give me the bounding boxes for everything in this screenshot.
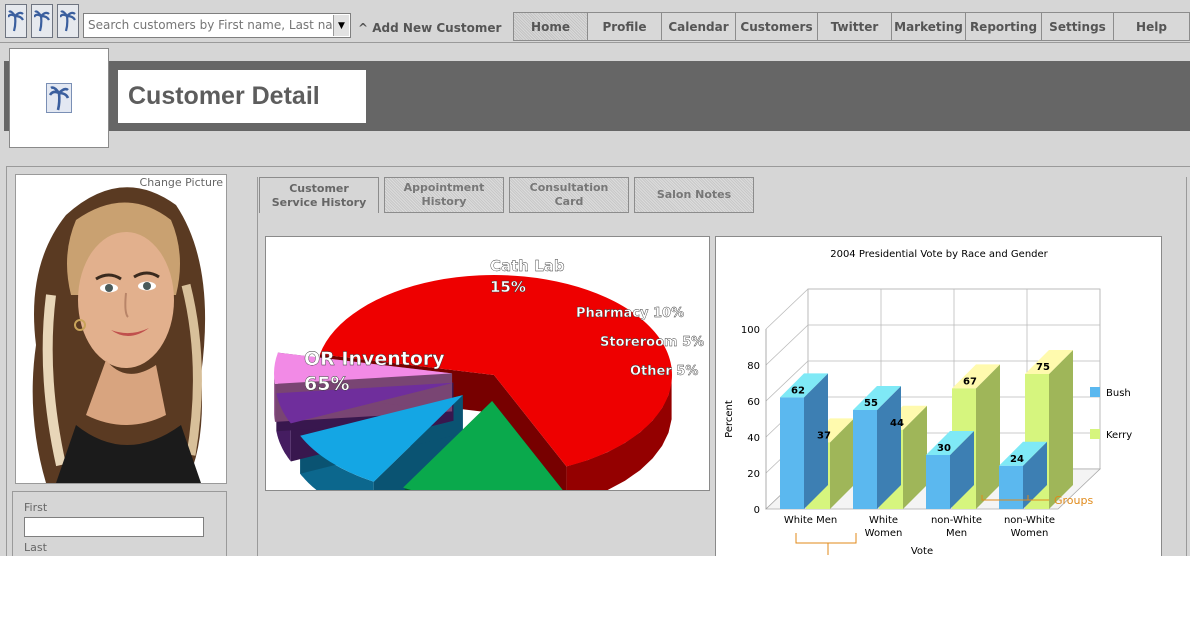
x-tick-label: non-White	[931, 515, 982, 526]
y-tick-label: 40	[747, 433, 760, 444]
page-title: Customer Detail	[128, 82, 320, 110]
legend-label: Kerry	[1106, 430, 1132, 441]
legend-label: Bush	[1106, 388, 1131, 399]
legend-swatch	[1090, 387, 1100, 397]
data-label: 75	[1036, 362, 1050, 373]
add-customer-button[interactable]: ^ Add New Customer	[358, 21, 501, 35]
legend-swatch	[1090, 429, 1100, 439]
pie-slice	[276, 382, 454, 424]
caret-up-icon: ^	[358, 21, 369, 35]
data-label: 37	[817, 430, 831, 441]
chevron-down-icon[interactable]: ▼	[333, 15, 349, 36]
nav-settings[interactable]: Settings	[1041, 12, 1113, 41]
category-bracket	[795, 533, 857, 555]
tab-consultation-card[interactable]: Consultation Card	[509, 177, 629, 213]
nav-twitter[interactable]: Twitter	[817, 12, 891, 41]
last-name-label: Last	[24, 541, 47, 554]
data-label: 24	[1010, 454, 1024, 465]
data-label: 62	[791, 385, 805, 396]
bar-chart: 2004 Presidential Vote by Race and Gende…	[724, 249, 1132, 556]
groups-bracket	[981, 495, 1049, 501]
palm-tree-icon[interactable]	[57, 4, 79, 38]
customer-search[interactable]: ▼	[83, 13, 351, 38]
x-tick-label: White	[869, 515, 898, 526]
chart-title: 2004 Presidential Vote by Race and Gende…	[830, 249, 1048, 260]
groups-annotation: Groups	[1054, 494, 1093, 507]
customer-portrait	[16, 175, 226, 483]
data-label: 44	[890, 418, 904, 429]
pie-label: Storeroom 5%	[600, 335, 704, 350]
pie-value-label: 65%	[304, 373, 349, 395]
tab-label-line2: Service History	[271, 195, 367, 209]
y-tick-label: 100	[741, 325, 760, 336]
pie-label: Pharmacy 10%	[576, 306, 684, 321]
search-input[interactable]	[84, 14, 338, 36]
tab-customer-service-history[interactable]: Customer Service History	[259, 177, 379, 213]
tab-label-line1: Appointment	[403, 181, 485, 194]
pie-chart: OR Inventory 65% Cath Lab 15% Pharmacy 10% St…	[274, 257, 704, 490]
bar-kerry	[952, 364, 1000, 509]
palm-tree-icon	[46, 83, 72, 113]
bar-bush	[780, 373, 828, 509]
first-name-field[interactable]	[24, 517, 204, 537]
data-label: 67	[963, 376, 977, 387]
y-tick-label: 60	[747, 397, 760, 408]
pie-label: Cath Lab	[490, 257, 565, 275]
bar-chart-panel: 2004 Presidential Vote by Race and Gende…	[715, 236, 1162, 556]
change-picture-link[interactable]: Change Picture	[139, 176, 223, 189]
y-tick-label: 0	[754, 505, 760, 516]
pie-label: OR Inventory	[304, 348, 445, 370]
bar-bush	[999, 441, 1047, 509]
x-tick-label: non-White	[1004, 515, 1055, 526]
tab-salon-notes[interactable]: Salon Notes	[634, 177, 754, 213]
pie-slice	[403, 400, 563, 490]
tab-label-line1: Customer	[289, 181, 349, 195]
x-tick-label: White Men	[784, 515, 837, 526]
nav-calendar[interactable]: Calendar	[661, 12, 735, 41]
logo	[9, 48, 109, 148]
nav-marketing[interactable]: Marketing	[891, 12, 965, 41]
nav-home[interactable]: Home	[513, 12, 587, 41]
y-tick-label: 20	[747, 469, 760, 480]
y-axis-label: Percent	[724, 400, 735, 438]
tab-label-line2: Card	[554, 195, 584, 208]
data-label: 30	[937, 443, 951, 454]
main-nav: Home Profile Calendar Customers Twitter …	[513, 12, 1190, 41]
nav-help[interactable]: Help	[1113, 12, 1190, 41]
bar-bush	[853, 386, 901, 509]
tab-appointment-history[interactable]: Appointment History	[384, 177, 504, 213]
tab-label-line2: History	[421, 195, 467, 208]
nav-customers[interactable]: Customers	[735, 12, 817, 41]
data-label: 55	[864, 398, 878, 409]
x-tick-label: Men	[946, 528, 967, 539]
nav-reporting[interactable]: Reporting	[965, 12, 1041, 41]
pie-value-label: 15%	[490, 278, 526, 296]
nav-profile[interactable]: Profile	[587, 12, 661, 41]
tab-label-line2: Salon Notes	[656, 188, 732, 201]
pie-chart-panel: OR Inventory 65% Cath Lab 15% Pharmacy 10% St…	[265, 236, 710, 491]
pie-slice	[274, 352, 453, 384]
top-toolbar: ▼ ^ Add New Customer Home Profile Calend…	[0, 0, 1190, 43]
palm-tree-icon[interactable]	[5, 4, 27, 38]
palm-tree-icon[interactable]	[31, 4, 53, 38]
customer-photo: Change Picture	[15, 174, 227, 484]
tab-panel	[257, 177, 1187, 556]
tab-label-line1: Consultation	[529, 181, 609, 194]
x-axis-label: Vote	[911, 546, 933, 556]
x-tick-label: Women	[1011, 528, 1049, 539]
pie-label: Other 5%	[630, 364, 698, 379]
first-name-label: First	[24, 501, 48, 514]
bar-bush	[926, 431, 974, 509]
page-title-box: Customer Detail	[118, 70, 366, 123]
customer-name-form: First Last	[12, 491, 227, 556]
add-customer-label: Add New Customer	[372, 21, 502, 35]
y-tick-label: 80	[747, 361, 760, 372]
pie-slice	[319, 275, 672, 467]
x-tick-label: Women	[865, 528, 903, 539]
pie-slice	[300, 395, 463, 482]
app-window: ▼ ^ Add New Customer Home Profile Calend…	[0, 0, 1190, 556]
